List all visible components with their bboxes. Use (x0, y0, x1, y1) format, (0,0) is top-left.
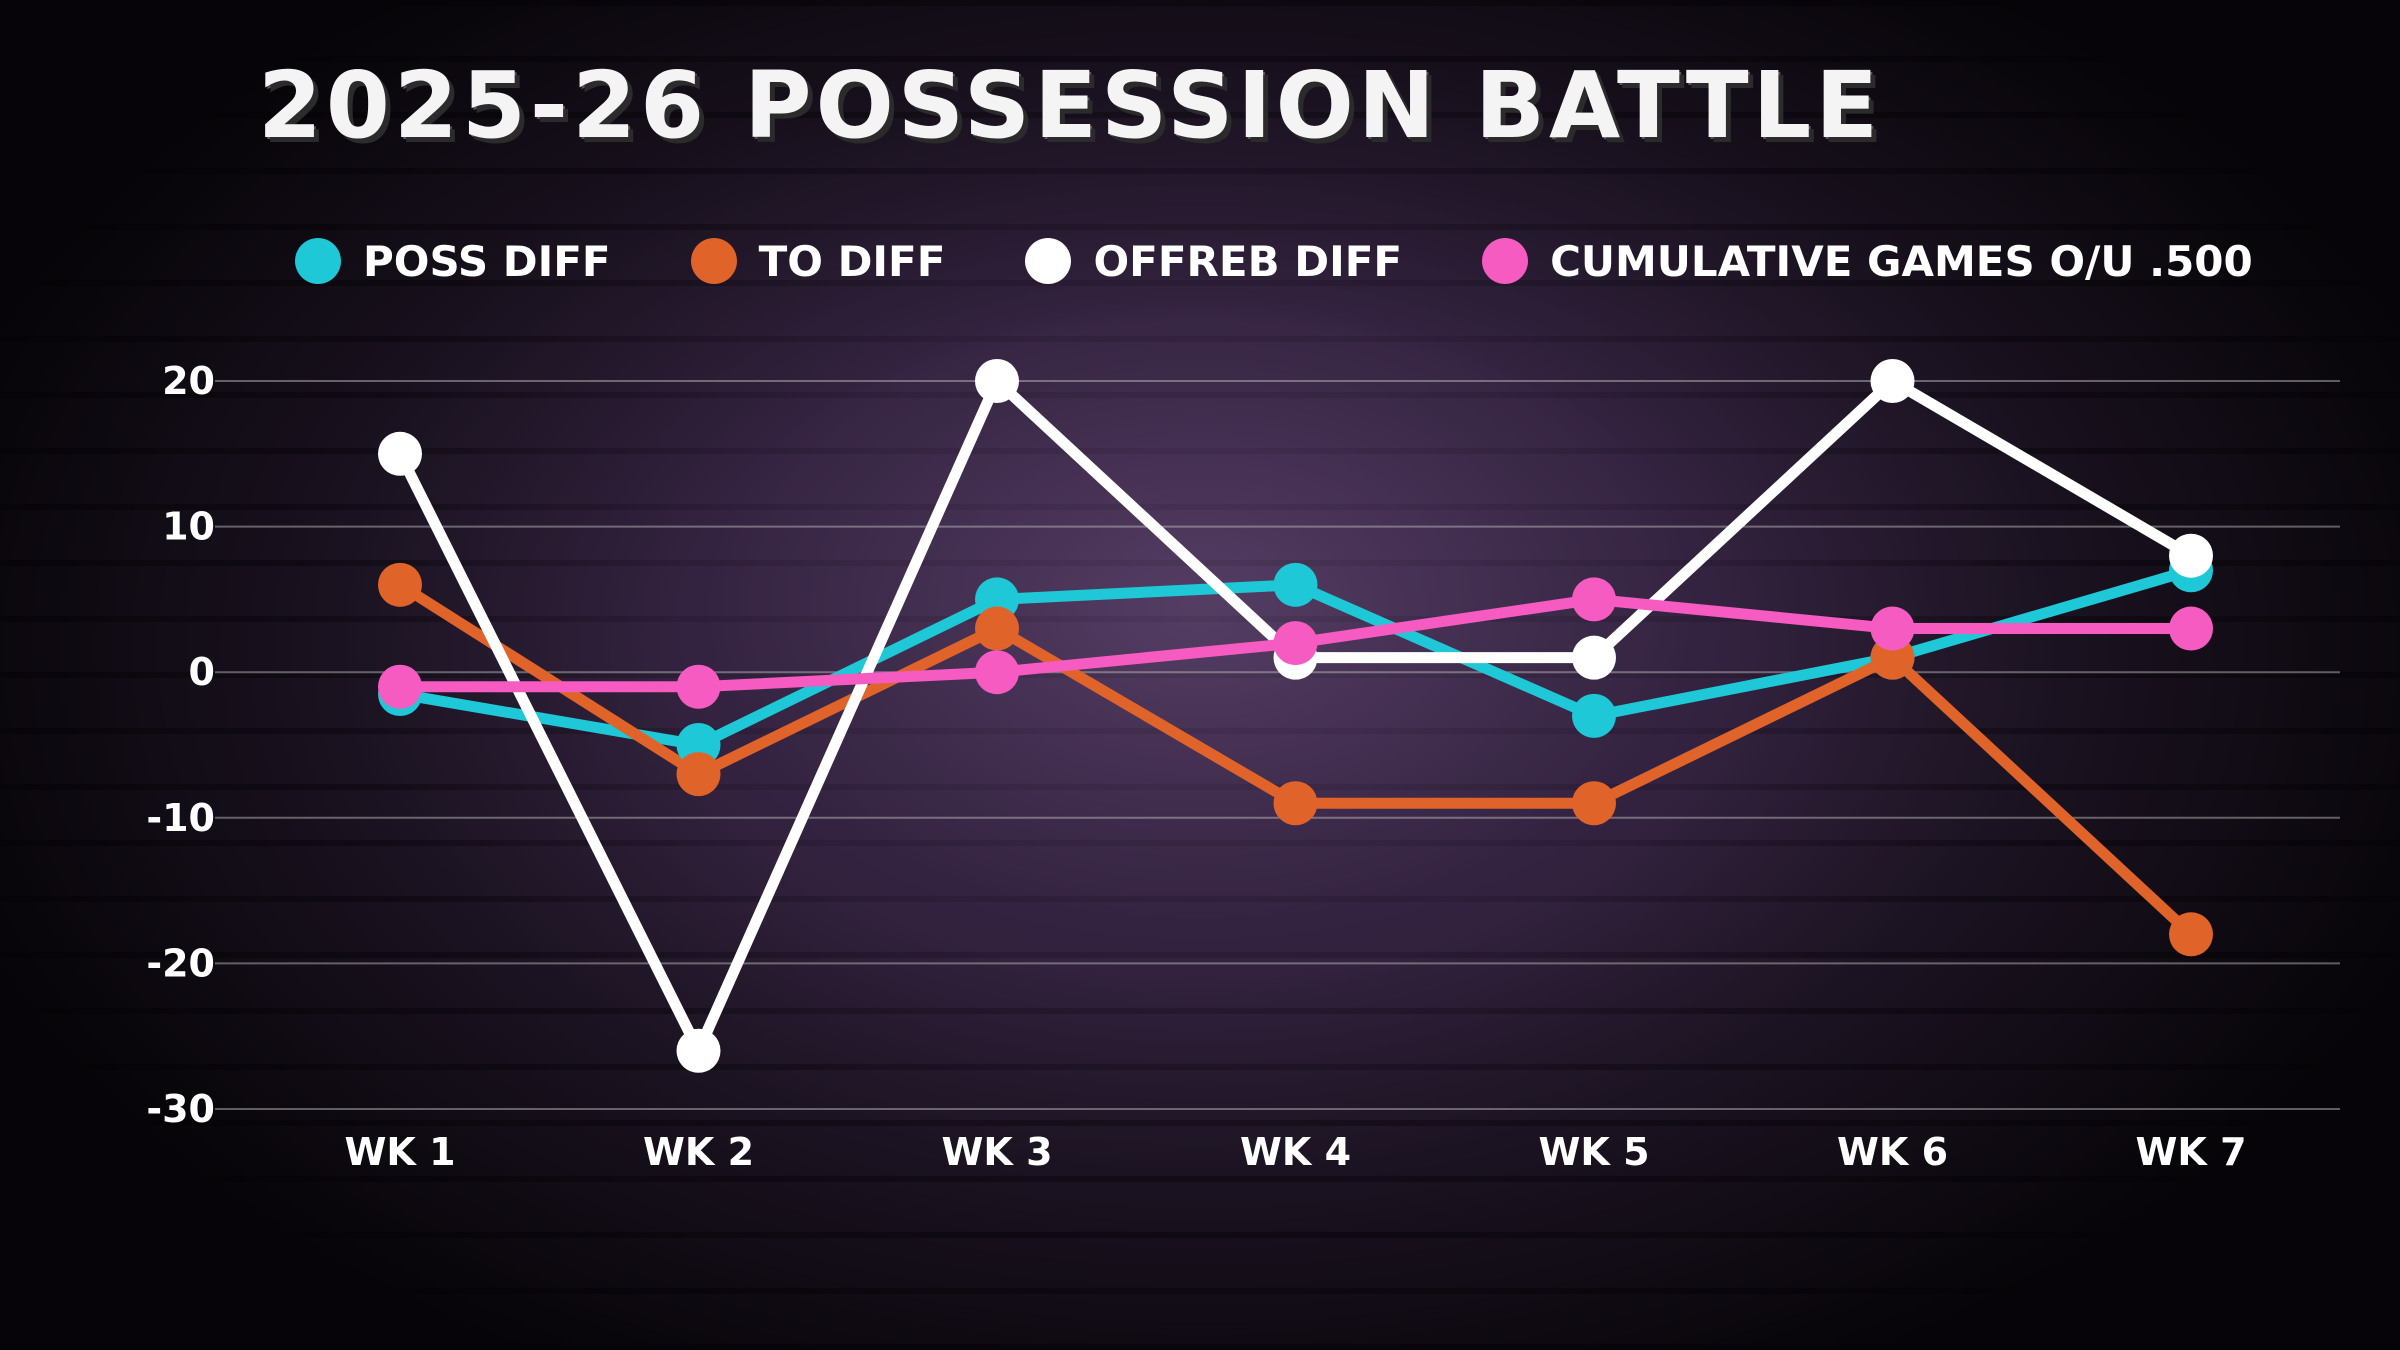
y-tick-label: 0 (189, 650, 215, 694)
data-point (2169, 912, 2213, 957)
legend-item: TO DIFF (690, 236, 946, 286)
y-axis-ticks: 20 10 0 -10 -20 -30 (146, 359, 215, 1131)
legend-label: OFFREB DIFF (1093, 236, 1403, 286)
data-point (378, 664, 422, 709)
x-tick-label: WK 7 (2135, 1130, 2246, 1174)
data-point (2169, 606, 2213, 651)
legend-marker (1482, 238, 1529, 284)
data-point (1572, 635, 1616, 680)
data-point (1870, 359, 1915, 403)
data-point (1273, 562, 1318, 607)
data-point (975, 606, 1019, 651)
x-tick-label: WK 3 (941, 1130, 1052, 1174)
data-point (975, 650, 1019, 695)
y-tick-label: 10 (162, 505, 215, 549)
data-point (676, 664, 721, 709)
x-tick-label: WK 1 (344, 1130, 455, 1174)
y-tick-label: -30 (146, 1087, 215, 1131)
legend-marker (1025, 238, 1072, 284)
series-points (378, 359, 2213, 1073)
gridlines (215, 380, 2340, 1110)
x-tick-label: WK 2 (643, 1130, 754, 1174)
x-axis-ticks: WK 1 WK 2 WK 3 WK 4 WK 5 WK 6 WK 7 (344, 1130, 2246, 1174)
data-point (1572, 781, 1616, 826)
data-point (676, 752, 721, 797)
data-point (378, 562, 422, 607)
legend-label: POSS DIFF (363, 236, 611, 286)
data-point (1273, 781, 1318, 826)
legend-item: OFFREB DIFF (1025, 237, 1402, 286)
x-tick-label: WK 6 (1837, 1130, 1948, 1174)
legend-marker (295, 238, 341, 284)
data-point (1572, 693, 1616, 738)
y-tick-label: -20 (146, 941, 215, 985)
x-tick-label: WK 5 (1538, 1130, 1649, 1174)
legend-item: POSS DIFF (295, 237, 611, 286)
data-point (2169, 533, 2213, 578)
y-tick-label: -10 (146, 796, 215, 840)
data-point (1572, 577, 1616, 622)
chart-title: 2025-26 POSSESSION BATTLE (257, 52, 1883, 159)
series-lines (394, 375, 2197, 1057)
series-line (394, 375, 2197, 1057)
legend: POSS DIFF TO DIFF OFFREB DIFF CUMULATIVE GA… (295, 226, 2253, 296)
legend-label: CUMULATIVE GAMES O/U .500 (1550, 236, 2253, 286)
data-point (1273, 621, 1318, 666)
data-point (676, 1028, 721, 1073)
data-point (975, 359, 1019, 403)
legend-item: CUMULATIVE GAMES O/U .500 (1482, 237, 2253, 286)
data-point (1870, 606, 1915, 651)
legend-marker (690, 238, 737, 284)
data-point (378, 431, 422, 476)
x-tick-label: WK 4 (1240, 1130, 1351, 1174)
y-tick-label: 20 (162, 359, 215, 403)
legend-label: TO DIFF (758, 236, 946, 286)
